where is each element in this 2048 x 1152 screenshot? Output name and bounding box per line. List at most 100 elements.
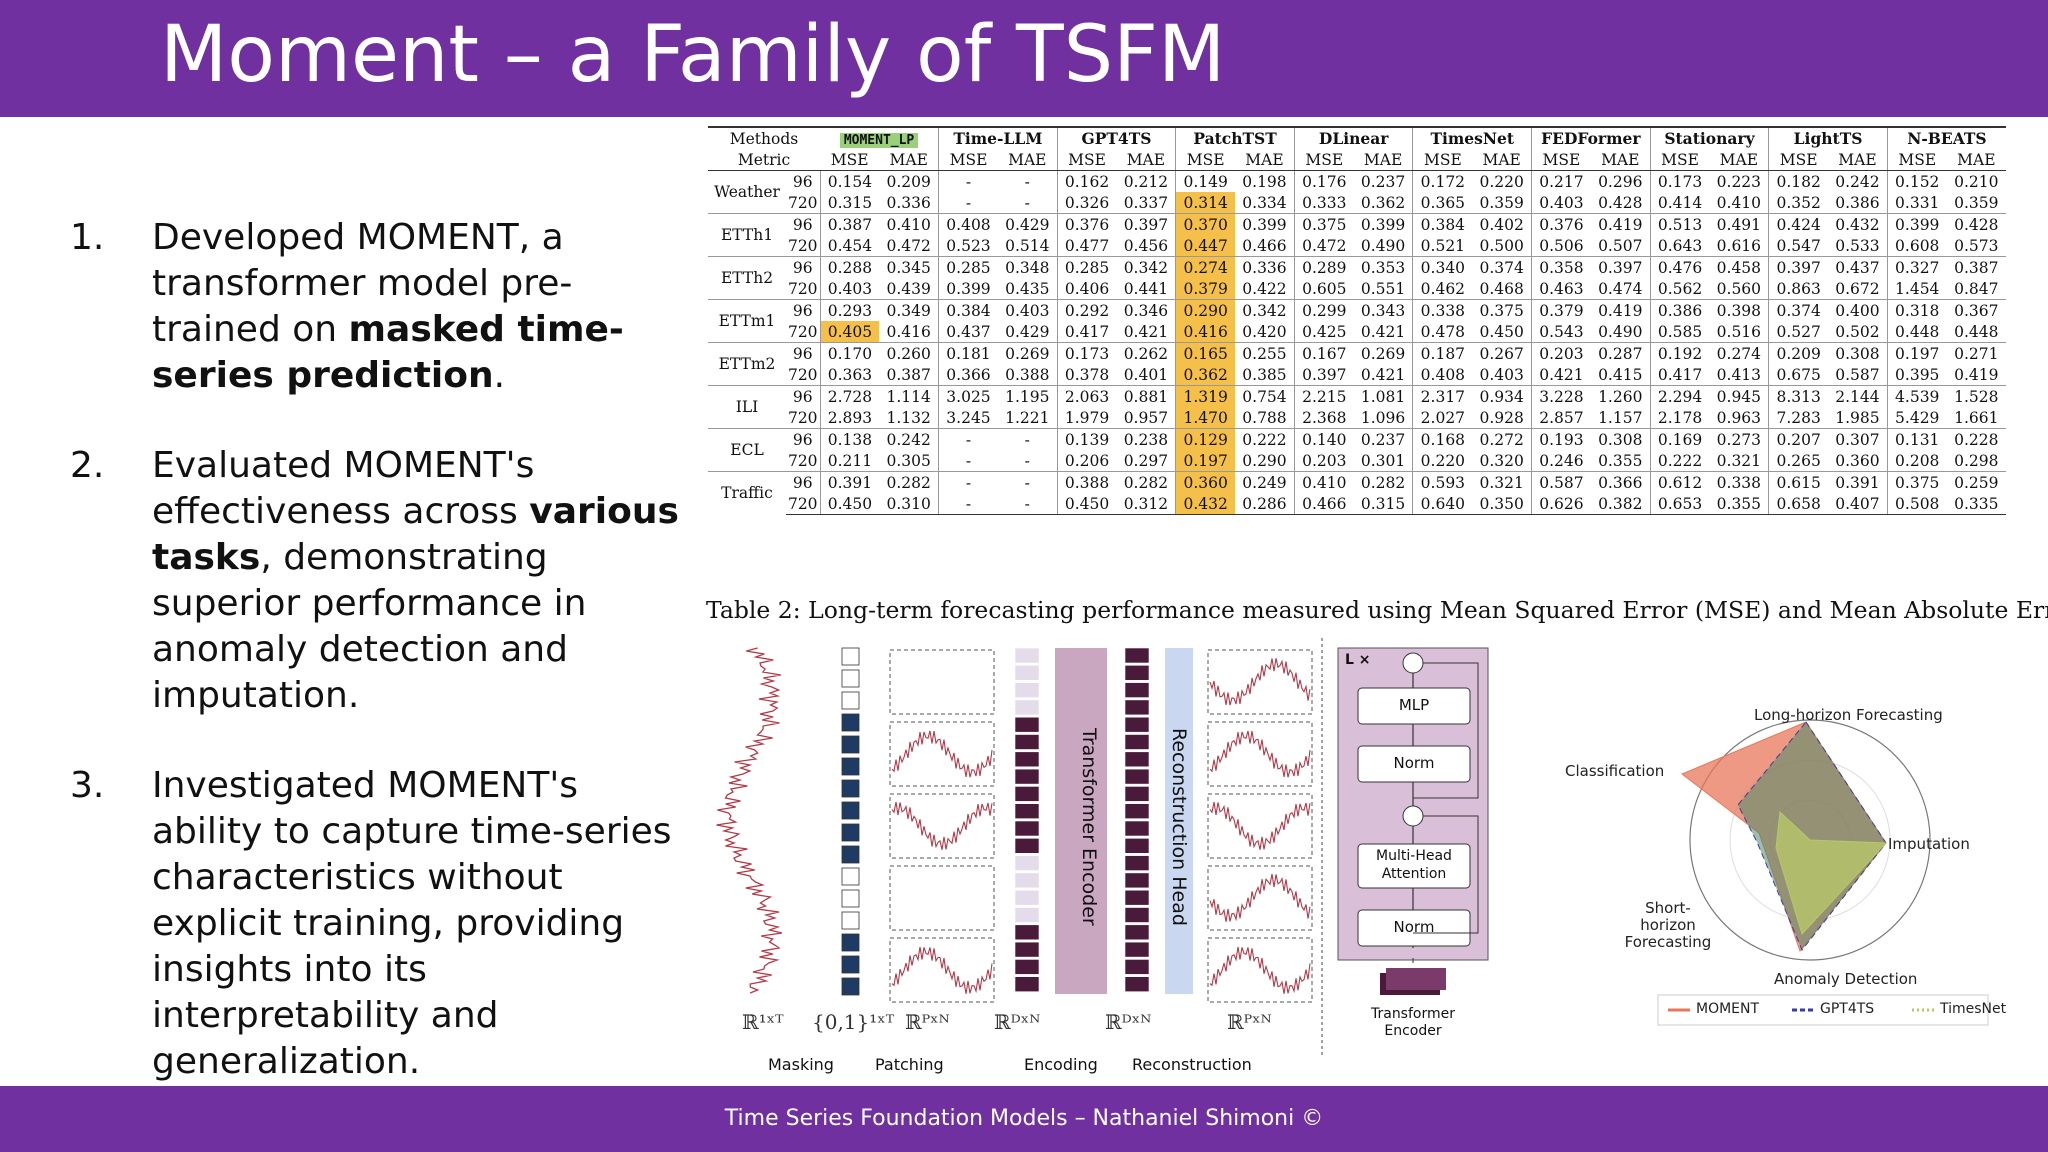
embedding-token xyxy=(1014,647,1040,664)
value-cell: 0.274 xyxy=(1175,256,1236,278)
value-cell: 0.447 xyxy=(1175,235,1236,257)
value-cell: 0.301 xyxy=(1360,451,1406,470)
value-cell: 0.388 xyxy=(1056,471,1117,493)
value-cell: 0.238 xyxy=(1116,428,1176,450)
output-embedding-stack xyxy=(1124,647,1150,993)
value-cell: 0.585 xyxy=(1649,321,1710,343)
value-cell: 0.321 xyxy=(1472,471,1532,493)
value-cell: 0.249 xyxy=(1235,471,1295,493)
value-cell: 2.178 xyxy=(1649,407,1710,429)
legend-box xyxy=(1657,994,1989,1026)
value-cell: 0.208 xyxy=(1886,450,1947,472)
value-cell: 0.560 xyxy=(1716,279,1762,298)
value-cell: 0.338 xyxy=(1412,299,1473,321)
metric-label: MAE xyxy=(879,149,939,171)
value-cell: - xyxy=(938,471,998,493)
value-cell: 0.403 xyxy=(819,278,880,300)
mask-cell xyxy=(841,757,860,776)
value-cell: 0.168 xyxy=(1412,428,1473,450)
mask-cell xyxy=(841,889,860,908)
value-cell: 0.379 xyxy=(1531,299,1591,321)
value-cell: 0.376 xyxy=(1531,213,1591,235)
mask-cell xyxy=(841,867,860,886)
value-cell: 0.410 xyxy=(1293,471,1354,493)
value-cell: 0.957 xyxy=(1123,408,1169,427)
value-cell: 0.334 xyxy=(1242,193,1287,212)
value-cell: 0.516 xyxy=(1716,322,1762,341)
mask-cell xyxy=(841,933,860,952)
value-cell: 0.463 xyxy=(1531,278,1591,300)
patch-box xyxy=(889,793,995,859)
value-cell: 0.209 xyxy=(886,172,931,191)
value-cell: 0.326 xyxy=(1056,192,1117,214)
value-cell: 0.881 xyxy=(1116,385,1176,407)
value-cell: 0.375 xyxy=(1472,299,1532,321)
value-cell: 0.387 xyxy=(886,365,931,384)
bullet-bold: various tasks xyxy=(152,491,679,578)
value-cell: 0.472 xyxy=(886,236,931,255)
value-cell: 0.658 xyxy=(1768,493,1829,515)
value-cell: 0.490 xyxy=(1360,236,1406,255)
value-cell: 0.414 xyxy=(1649,192,1710,214)
horizon-cell: 96 xyxy=(786,256,820,278)
value-cell: 0.428 xyxy=(1946,213,2006,235)
value-cell: 0.672 xyxy=(1835,279,1880,298)
value-cell: 0.308 xyxy=(1828,342,1888,364)
value-cell: 0.491 xyxy=(1709,213,1769,235)
value-cell: 0.336 xyxy=(1235,256,1295,278)
value-cell: 0.140 xyxy=(1293,428,1354,450)
value-cell: 0.437 xyxy=(1828,256,1888,278)
patch-box xyxy=(1207,793,1313,859)
embedding-token xyxy=(1124,820,1150,837)
value-cell: 0.406 xyxy=(1056,278,1117,300)
value-cell: 0.416 xyxy=(1175,321,1236,343)
metric-label: MAE xyxy=(1828,149,1888,171)
value-cell: 0.643 xyxy=(1649,235,1710,257)
embedding-token xyxy=(1124,872,1150,889)
method-header: TimesNet xyxy=(1412,127,1532,149)
value-cell: 0.165 xyxy=(1175,342,1236,364)
value-cell: 0.360 xyxy=(1175,471,1236,493)
value-cell: 0.131 xyxy=(1886,428,1947,450)
value-cell: 0.139 xyxy=(1056,428,1117,450)
norm-label-2: Norm xyxy=(1393,918,1435,936)
value-cell: 0.209 xyxy=(1768,342,1829,364)
embedding-token xyxy=(1124,924,1150,941)
embedding-token xyxy=(1124,976,1150,993)
value-cell: 0.523 xyxy=(938,235,998,257)
value-cell: 0.307 xyxy=(1828,428,1888,450)
value-cell: 0.387 xyxy=(819,213,880,235)
footer-bar: Time Series Foundation Models – Nathanie… xyxy=(0,1086,2048,1152)
value-cell: 0.288 xyxy=(819,256,880,278)
value-cell: 2.215 xyxy=(1293,385,1354,407)
value-cell: 1.661 xyxy=(1954,408,1999,427)
method-header: DLinear xyxy=(1293,127,1413,149)
embedding-token xyxy=(1014,768,1040,785)
horizon-cell: 96 xyxy=(786,342,820,364)
patch-box xyxy=(889,721,995,787)
metric-label: MSE xyxy=(1175,149,1236,171)
method-header: PatchTST xyxy=(1175,127,1295,149)
value-cell: 1.528 xyxy=(1946,385,2006,407)
value-cell: 0.605 xyxy=(1293,278,1354,300)
axis-long-horizon: Long-horizon Forecasting xyxy=(1754,706,1943,724)
patch-box xyxy=(1207,865,1313,931)
bullet-text: Developed MOMENT, a transformer model pr… xyxy=(152,217,573,350)
embedding-token xyxy=(1014,959,1040,975)
value-cell: 0.198 xyxy=(1242,172,1287,191)
mask-cell xyxy=(841,845,860,864)
value-cell: 0.149 xyxy=(1175,170,1236,192)
dim-encoding: ℝᴰˣᴺ xyxy=(994,1010,1041,1034)
table-row: 720 0.454 0.472 0.523 0.514 0.477 0.456 0.447 0.… xyxy=(708,235,2006,257)
value-cell: 0.207 xyxy=(1768,428,1829,450)
embedding-token xyxy=(1014,664,1040,681)
value-cell: 0.450 xyxy=(1479,322,1524,341)
embedding-token xyxy=(1124,768,1150,785)
legend-timesnet: TimesNet xyxy=(1940,1001,2007,1017)
value-cell: 0.521 xyxy=(1412,235,1473,257)
value-cell: 0.587 xyxy=(1835,365,1880,384)
dim-reconstruction: ℝᴰˣᴺ xyxy=(1105,1010,1152,1034)
metric-label: MAE xyxy=(1709,149,1769,171)
value-cell: 2.144 xyxy=(1828,385,1888,407)
table-row: ECL 96 0.138 0.242- -0.139 0.238 0.129 0.222 0.1… xyxy=(708,428,2006,472)
